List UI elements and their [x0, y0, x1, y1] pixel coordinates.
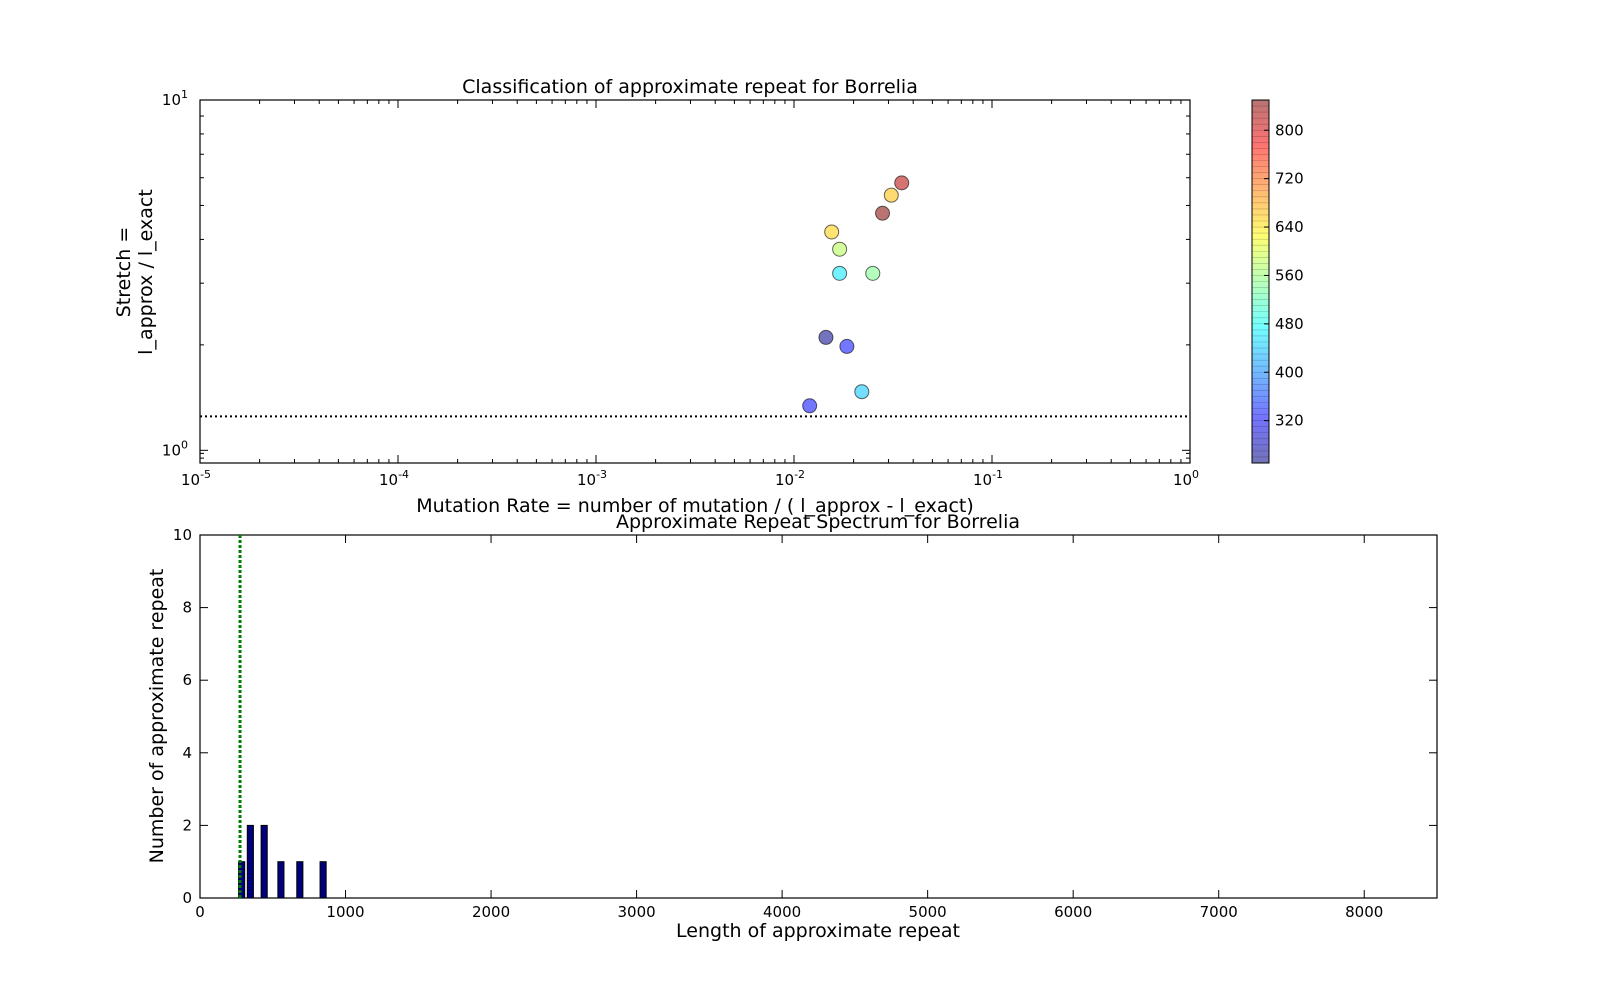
histogram-chart: Approximate Repeat Spectrum for Borrelia…: [146, 511, 1438, 942]
scatter-chart: Classification of approximate repeat for…: [113, 76, 1199, 517]
scatter-point: [824, 224, 840, 240]
histogram-bar: [319, 861, 327, 899]
colorbar-tick-label: 640: [1275, 218, 1304, 236]
histogram-bars: [238, 824, 327, 899]
histogram-bar: [277, 861, 285, 899]
scatter-point: [802, 398, 818, 414]
scatter-point: [832, 241, 848, 257]
histogram-bar: [238, 861, 246, 899]
histogram-x-tick-label: 7000: [1200, 903, 1238, 921]
scatter-x-tick-label: 10-3: [577, 468, 607, 489]
scatter-point: [832, 265, 848, 281]
histogram-title: Approximate Repeat Spectrum for Borrelia: [616, 511, 1020, 533]
histogram-y-tick-label: 6: [182, 671, 192, 689]
histogram-x-ticks: 0 1000 2000 3000 4000 5000 6000 7000 8000: [195, 535, 1383, 921]
colorbar-tick-label: 560: [1275, 266, 1304, 284]
scatter-point: [894, 175, 910, 191]
histogram-bar: [296, 861, 304, 899]
histogram-x-tick-label: 3000: [617, 903, 655, 921]
histogram-y-axis-label: Number of approximate repeat: [146, 569, 168, 864]
colorbar: 320 400 480 560 640 720 800: [1251, 99, 1304, 464]
scatter-point: [875, 205, 891, 221]
histogram-y-ticks: 0 2 4 6 8 10: [173, 526, 1437, 907]
colorbar-ticks: 320 400 480 560 640 720 800: [1252, 99, 1304, 464]
scatter-point: [883, 187, 899, 203]
scatter-x-ticks: 10-5 10-4 10-3 10-2 10-1 100: [181, 100, 1199, 489]
colorbar-tick-label: 720: [1275, 170, 1304, 188]
scatter-y-axis-label-line2: l_approx / l_exact: [135, 189, 157, 355]
histogram-x-tick-label: 1000: [326, 903, 364, 921]
scatter-x-tick-label: 10-5: [181, 468, 211, 489]
histogram-x-axis-label: Length of approximate repeat: [676, 920, 960, 942]
scatter-title: Classification of approximate repeat for…: [462, 76, 918, 98]
histogram-x-tick-label: 4000: [763, 903, 801, 921]
histogram-x-tick-label: 8000: [1345, 903, 1383, 921]
histogram-y-tick-label: 0: [182, 889, 192, 907]
colorbar-tick-label: 480: [1275, 315, 1304, 333]
colorbar-tick-label: 800: [1275, 121, 1304, 139]
histogram-x-tick-label: 0: [195, 903, 205, 921]
scatter-plot-frame: [199, 99, 1191, 464]
histogram-x-tick-label: 5000: [909, 903, 947, 921]
scatter-point: [839, 338, 855, 354]
histogram-bar: [260, 824, 268, 899]
histogram-y-tick-label: 10: [173, 526, 192, 544]
scatter-y-axis-label-line1: Stretch =: [113, 227, 135, 318]
scatter-point: [854, 384, 870, 400]
scatter-x-tick-label: 10-1: [973, 468, 1003, 489]
histogram-y-tick-label: 8: [182, 599, 192, 617]
scatter-x-tick-label: 10-4: [379, 468, 409, 489]
scatter-y-tick-label: 101: [162, 88, 188, 109]
histogram-bar: [246, 824, 254, 899]
histogram-plot-frame: [199, 534, 1438, 899]
colorbar-tick-label: 320: [1275, 412, 1304, 430]
scatter-x-axis-label: Mutation Rate = number of mutation / ( l…: [416, 495, 974, 517]
scatter-x-tick-label: 10-2: [775, 468, 805, 489]
scatter-x-tick-label: 100: [1173, 468, 1199, 489]
scatter-y-ticks: 100 101: [162, 88, 1190, 464]
scatter-y-axis-label: Stretch = l_approx / l_exact: [113, 189, 157, 355]
scatter-point: [865, 265, 881, 281]
histogram-x-tick-label: 6000: [1054, 903, 1092, 921]
scatter-point: [818, 329, 834, 345]
colorbar-tick-label: 400: [1275, 363, 1304, 381]
scatter-points: [802, 175, 910, 414]
histogram-y-tick-label: 4: [182, 744, 192, 762]
histogram-x-tick-label: 2000: [472, 903, 510, 921]
histogram-y-tick-label: 2: [182, 816, 192, 834]
scatter-y-tick-label: 100: [162, 438, 188, 459]
